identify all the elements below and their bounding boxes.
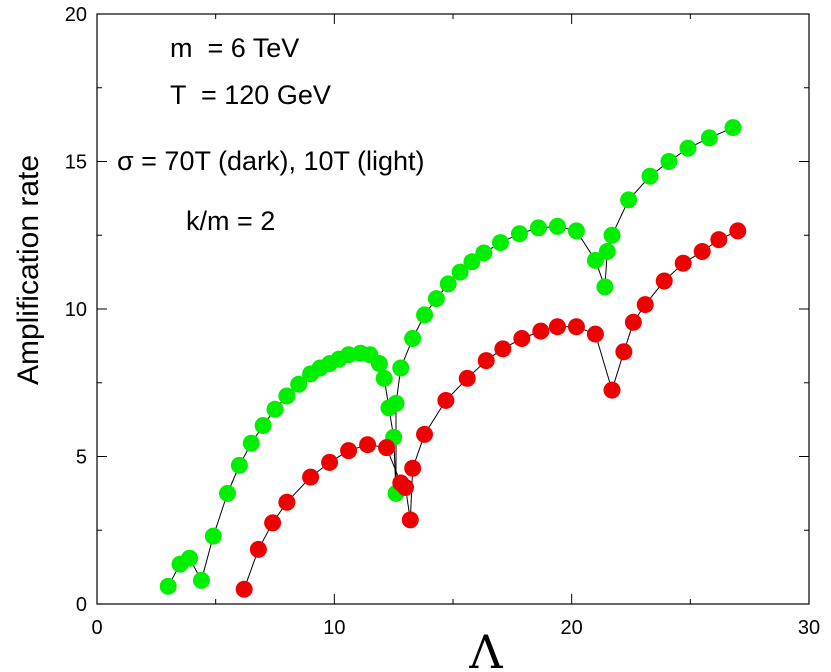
series-0-point (404, 330, 422, 347)
series-1-point (624, 313, 642, 331)
series-1-point (401, 511, 419, 529)
series-0-point (641, 167, 659, 185)
series-0-point (230, 456, 248, 474)
series-1-point (655, 272, 673, 290)
series-1-point (548, 318, 566, 336)
series-0-point (598, 242, 616, 260)
series-1-point (674, 254, 692, 272)
series-1-point (302, 468, 320, 486)
y-tick-label: 20 (65, 4, 87, 26)
series-0-point (529, 219, 547, 237)
series-0-point (463, 253, 481, 271)
y-tick-label: 0 (76, 594, 87, 616)
series-1-point (378, 439, 396, 457)
series-1-point (693, 242, 711, 260)
series-0-point (278, 387, 296, 405)
x-tick-label: 20 (561, 617, 583, 639)
series-0-point (620, 191, 638, 209)
series-1-point (278, 493, 296, 511)
x-tick-label: 30 (798, 617, 820, 639)
series-0-point (370, 355, 388, 373)
y-tick-label: 5 (76, 447, 87, 469)
series-1-point (494, 340, 512, 358)
series-0-point (724, 119, 742, 137)
series-1-point (586, 325, 604, 343)
series-1-point (513, 330, 531, 347)
series-0-point (387, 394, 405, 412)
series-1-point (567, 318, 585, 336)
series-1-point (404, 459, 422, 477)
tick-labels: 0 10 20 30 0 5 10 15 20 (65, 4, 820, 639)
series-0-point (660, 153, 678, 170)
series-0-point (159, 577, 177, 595)
series-0-point (451, 263, 469, 281)
annotation-temperature: T = 120 GeV (170, 80, 331, 110)
y-tick-label: 10 (65, 299, 87, 321)
annotation-sigma: σ = 70T (dark), 10T (light) (117, 146, 425, 176)
series-0-point (586, 251, 604, 269)
series-0-point (510, 225, 528, 243)
series-1-point (437, 391, 455, 409)
series-0-point (416, 306, 434, 324)
series-0-point (427, 290, 445, 308)
series-points (159, 119, 747, 598)
annotation-mass: m = 6 TeV (170, 33, 299, 63)
series-0-point (219, 484, 237, 502)
series-0-point (679, 139, 697, 157)
series-0-point (266, 400, 284, 418)
series-1-point (249, 540, 267, 558)
x-tick-label: 0 (91, 617, 102, 639)
annotation-k-over-m: k/m = 2 (186, 206, 275, 236)
series-1-point (340, 442, 358, 460)
series-0-line (167, 127, 734, 587)
series-1-point (729, 222, 747, 240)
series-1-point (458, 369, 476, 387)
series-0-point (290, 375, 308, 393)
series-0-point (439, 275, 457, 293)
y-tick-label: 15 (65, 152, 87, 174)
series-0-point (204, 527, 222, 545)
x-axis-label: Λ (468, 625, 503, 672)
series-1-point (603, 381, 621, 399)
series-0-point (392, 359, 410, 377)
series-0-point (192, 571, 210, 589)
series-1-point (532, 322, 550, 340)
axis-ticks (96, 13, 810, 605)
series-0-point (181, 549, 199, 567)
series-0-point (603, 226, 621, 244)
series-0-point (491, 234, 509, 252)
series-0-point (548, 217, 566, 235)
series-1-point (416, 425, 434, 443)
series-1-point (321, 453, 339, 471)
x-tick-label: 10 (323, 617, 345, 639)
series-1-point (264, 514, 282, 532)
series-1-point (477, 352, 495, 370)
series-1-point (359, 436, 377, 454)
series-0-point (475, 244, 493, 262)
series-0-point (242, 434, 260, 452)
series-1-point (615, 343, 633, 361)
series-1-point (235, 580, 253, 598)
series-0-point (700, 129, 718, 147)
series-0-point (375, 369, 393, 387)
y-axis-label: Amplification rate (12, 155, 45, 385)
series-0-point (596, 278, 614, 296)
series-0-point (254, 417, 272, 435)
series-1-point (397, 478, 415, 496)
series-0-point (567, 222, 585, 240)
series-1-point (636, 296, 654, 314)
series-lines (167, 127, 739, 590)
series-1-point (710, 231, 728, 249)
